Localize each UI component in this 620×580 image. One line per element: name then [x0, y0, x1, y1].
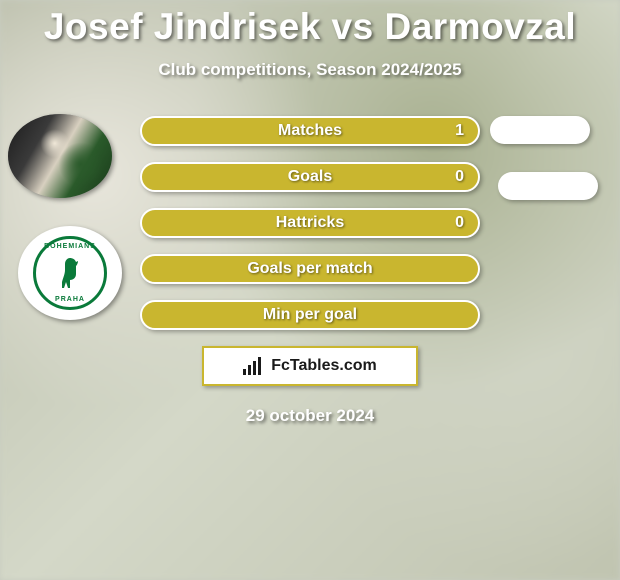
kangaroo-icon: [56, 256, 84, 290]
date-label: 29 october 2024: [0, 406, 620, 426]
right-pill-0: [490, 116, 590, 144]
logo-text: FcTables.com: [271, 357, 377, 375]
stat-row-matches: Matches 1: [140, 116, 480, 146]
stat-row-min-per-goal: Min per goal: [140, 300, 480, 330]
club-badge-ring: BOHEMIANS PRAHA: [33, 236, 107, 310]
stat-label: Matches: [278, 122, 342, 140]
club-name-top: BOHEMIANS: [44, 243, 96, 250]
stat-value: 0: [455, 168, 464, 186]
player-avatar-wrap: [8, 114, 112, 198]
stat-label: Min per goal: [263, 306, 357, 324]
club-badge: BOHEMIANS PRAHA: [18, 226, 122, 320]
stat-bars: Matches 1 Goals 0 Hattricks 0 Goals per …: [140, 116, 480, 330]
stats-area: BOHEMIANS PRAHA Matches 1 Goals 0 Hattri…: [0, 116, 620, 426]
bars-icon: [243, 357, 265, 375]
player-photo: [8, 114, 112, 198]
stat-value: 1: [455, 122, 464, 140]
stat-row-goals-per-match: Goals per match: [140, 254, 480, 284]
stat-label: Hattricks: [276, 214, 344, 232]
logo-box: FcTables.com: [202, 346, 418, 386]
page-title: Josef Jindrisek vs Darmovzal: [0, 0, 620, 48]
stat-label: Goals per match: [247, 260, 372, 278]
player-avatar: [8, 114, 112, 198]
stat-row-hattricks: Hattricks 0: [140, 208, 480, 238]
subtitle: Club competitions, Season 2024/2025: [0, 60, 620, 80]
stat-label: Goals: [288, 168, 332, 186]
stat-row-goals: Goals 0: [140, 162, 480, 192]
right-pill-1: [498, 172, 598, 200]
stat-value: 0: [455, 214, 464, 232]
club-name-bottom: PRAHA: [55, 296, 85, 303]
